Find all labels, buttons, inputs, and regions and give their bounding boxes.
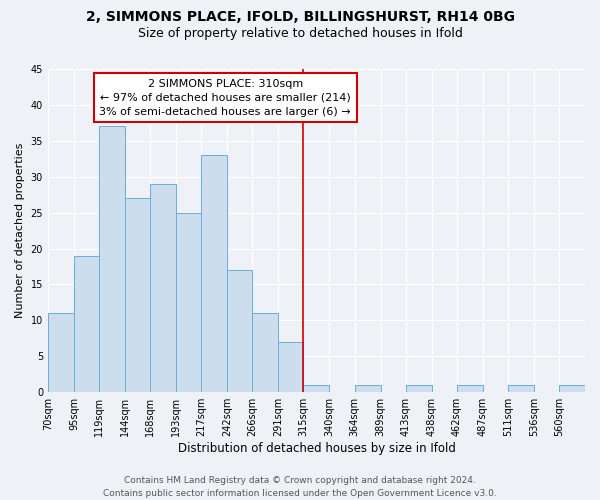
Bar [176, 212, 201, 392]
Bar [508, 385, 534, 392]
Bar [278, 342, 304, 392]
Text: 2, SIMMONS PLACE, IFOLD, BILLINGSHURST, RH14 0BG: 2, SIMMONS PLACE, IFOLD, BILLINGSHURST, … [86, 10, 515, 24]
Text: Size of property relative to detached houses in Ifold: Size of property relative to detached ho… [137, 28, 463, 40]
Bar [227, 270, 253, 392]
Bar [304, 385, 329, 392]
Bar [406, 385, 431, 392]
Bar [201, 155, 227, 392]
Bar [355, 385, 380, 392]
Bar [559, 385, 585, 392]
Bar [253, 313, 278, 392]
Bar [99, 126, 125, 392]
Bar [48, 313, 74, 392]
X-axis label: Distribution of detached houses by size in Ifold: Distribution of detached houses by size … [178, 442, 455, 455]
Bar [125, 198, 150, 392]
Bar [457, 385, 483, 392]
Bar [150, 184, 176, 392]
Y-axis label: Number of detached properties: Number of detached properties [15, 143, 25, 318]
Text: Contains HM Land Registry data © Crown copyright and database right 2024.
Contai: Contains HM Land Registry data © Crown c… [103, 476, 497, 498]
Text: 2 SIMMONS PLACE: 310sqm
← 97% of detached houses are smaller (214)
3% of semi-de: 2 SIMMONS PLACE: 310sqm ← 97% of detache… [100, 78, 351, 116]
Bar [74, 256, 99, 392]
